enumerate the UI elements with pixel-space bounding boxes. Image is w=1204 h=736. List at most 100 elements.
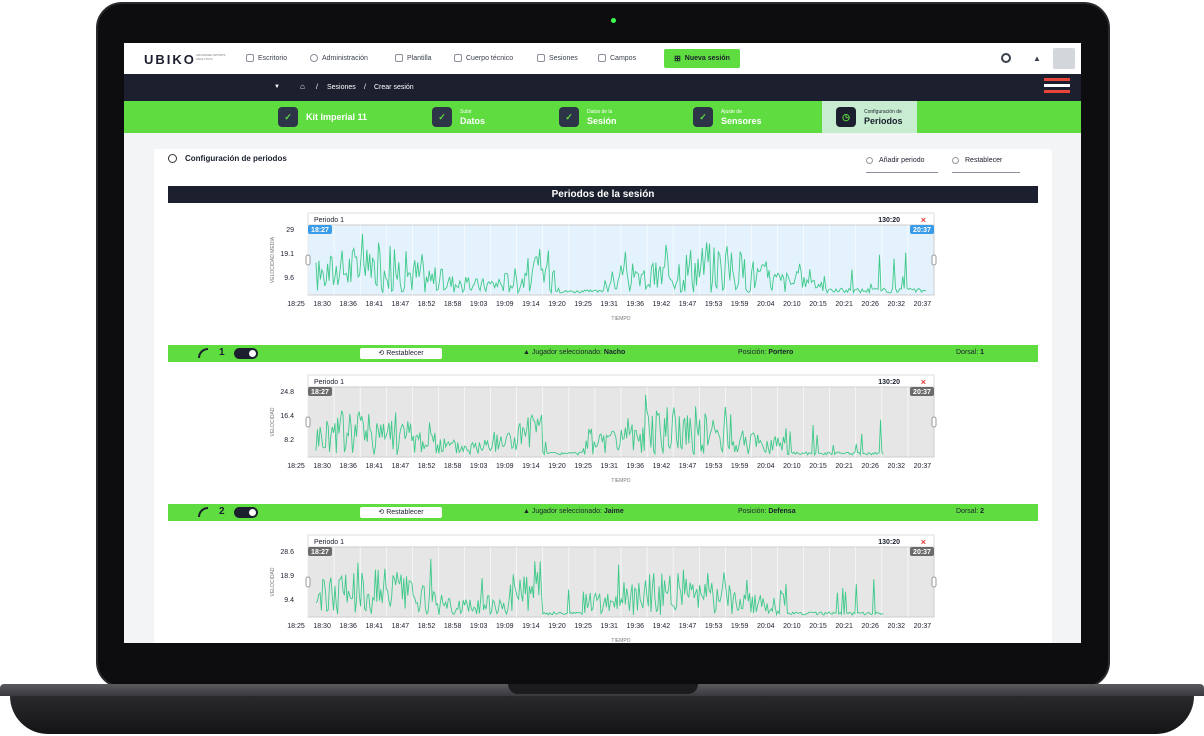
chart-player-1: Periodo 1 130:20 × 24.8 16.4 8.2 VELOCIDAD 18:2… — [168, 369, 1038, 497]
x-tick-label: 19:47 — [679, 301, 697, 308]
avatar[interactable] — [1053, 48, 1075, 69]
start-marker-label: 18:27 — [311, 549, 329, 556]
step-sesion[interactable]: ✓ Datos de la Sesión — [559, 105, 617, 129]
check-icon: ✓ — [693, 107, 713, 127]
dorsal-value: 1 — [980, 349, 985, 356]
add-period-button[interactable]: Añadir periodo — [866, 149, 938, 173]
player-toggle[interactable] — [234, 507, 258, 518]
player-reset-button[interactable]: ⟲ Restablecer — [360, 507, 442, 518]
y-tick-label: 8.2 — [284, 437, 294, 444]
close-icon: × — [921, 537, 926, 547]
x-tick-label: 18:30 — [313, 623, 331, 630]
dorsal-value: 2 — [980, 508, 985, 515]
x-tick-label: 19:14 — [522, 463, 540, 470]
step-datos[interactable]: ✓ Subir Datos — [432, 105, 485, 129]
x-tick-label: 20:26 — [861, 463, 879, 470]
selected-player-label: Jugador seleccionado: — [531, 508, 602, 515]
step-sensores[interactable]: ✓ Ajuste de Sensores — [693, 105, 762, 129]
nav-administracion[interactable]: Administración — [310, 54, 368, 62]
x-tick-label: 20:32 — [888, 301, 906, 308]
player-reset-button[interactable]: ⟲ Restablecer — [360, 348, 442, 359]
plus-icon: ⊞ — [674, 54, 681, 63]
new-session-button[interactable]: ⊞ Nueva sesión — [664, 49, 740, 68]
nav-sesiones[interactable]: Sesiones — [537, 54, 578, 62]
chevron-down-icon[interactable]: ▼ — [274, 84, 280, 90]
logo[interactable]: UBIKO — [144, 52, 196, 67]
x-tick-label: 20:15 — [809, 463, 827, 470]
plus-circle-icon — [866, 157, 873, 164]
dorsal-label: Dorsal: — [956, 349, 979, 356]
app-screen: UBIKO ADVANCED SPORTS ANALYTICS Escritor… — [124, 43, 1081, 643]
x-tick-label: 20:04 — [757, 623, 775, 630]
timer-icon — [168, 154, 177, 163]
reset-all-button[interactable]: Restablecer — [952, 149, 1020, 173]
nav-plantilla[interactable]: Plantilla — [395, 54, 432, 62]
step-label: Periodos — [864, 116, 903, 126]
camera-dot — [611, 18, 616, 23]
player-bar-2: 2 ⟲ Restablecer ▲ Jugador seleccionado: … — [168, 504, 1038, 521]
end-marker-label: 20:37 — [913, 549, 931, 556]
x-tick-label: 19:42 — [653, 301, 671, 308]
language-flag-icon[interactable] — [1044, 78, 1070, 97]
x-tick-label: 19:25 — [574, 623, 592, 630]
x-tick-label: 18:25 — [287, 463, 305, 470]
chart-svg: Periodo 1 130:20 × 24.8 16.4 8.2 VELOCIDAD 18:2… — [270, 374, 937, 484]
top-nav: UBIKO ADVANCED SPORTS ANALYTICS Escritor… — [124, 43, 1081, 74]
breadcrumb: ▼ ⌂ / Sesiones / Crear sesión — [124, 74, 1081, 101]
field-icon — [598, 54, 606, 62]
x-tick-label: 19:20 — [548, 301, 566, 308]
x-tick-label: 18:30 — [313, 463, 331, 470]
check-icon: ✓ — [559, 107, 579, 127]
nav-cuerpo-tecnico[interactable]: Cuerpo técnico — [454, 54, 513, 62]
step-periodos[interactable]: ◷ Configuración de Periodos — [822, 101, 917, 133]
wizard-steps: ✓ Kit Imperial 11 ✓ Subir Datos ✓ Datos d… — [124, 101, 1081, 133]
x-tick-label: 19:31 — [600, 463, 618, 470]
x-tick-label: 18:47 — [392, 301, 410, 308]
x-tick-label: 18:47 — [392, 463, 410, 470]
player-number: 1 — [219, 347, 225, 358]
x-tick-label: 19:20 — [548, 463, 566, 470]
player-toggle[interactable] — [234, 348, 258, 359]
calendar-icon — [537, 54, 545, 62]
x-tick-label: 18:30 — [313, 301, 331, 308]
close-icon: × — [921, 215, 926, 225]
step-label: Sensores — [721, 116, 762, 126]
bell-icon[interactable]: ▲ — [1033, 54, 1041, 63]
activity-series-line — [315, 558, 884, 617]
breadcrumb-sesiones[interactable]: Sesiones — [327, 84, 356, 91]
start-drag-handle — [305, 576, 311, 588]
chart-title: Periodo 1 — [314, 217, 344, 224]
x-tick-label: 18:25 — [287, 623, 305, 630]
x-tick-label: 19:53 — [705, 301, 723, 308]
x-tick-label: 19:36 — [627, 623, 645, 630]
users-icon — [395, 54, 403, 62]
x-tick-label: 18:36 — [339, 623, 357, 630]
chart-player-2: Periodo 1 130:20 × 28.6 18.9 9.4 VELOCIDAD 18:2… — [168, 529, 1038, 643]
step-sub: Ajuste de — [721, 109, 742, 115]
nav-label: Sesiones — [549, 54, 578, 62]
end-marker — [910, 225, 934, 234]
x-tick-label: 20:21 — [835, 301, 853, 308]
nav-escritorio[interactable]: Escritorio — [246, 54, 287, 62]
x-tick-label: 20:32 — [888, 623, 906, 630]
add-period-label: Añadir periodo — [879, 157, 925, 164]
reset-label: Restablecer — [386, 509, 424, 516]
breadcrumb-sep: / — [316, 84, 318, 91]
check-icon: ✓ — [278, 107, 298, 127]
x-tick-label: 19:59 — [731, 623, 749, 630]
selected-player-label: Jugador seleccionado: — [531, 349, 602, 356]
x-axis-label: TIEMPO — [611, 638, 630, 643]
nav-campos[interactable]: Campos — [598, 54, 636, 62]
player-dorsal: Dorsal: 1 — [956, 349, 984, 356]
breadcrumb-crear-sesion: Crear sesión — [374, 84, 414, 91]
nav-label: Campos — [610, 54, 637, 62]
step-kit[interactable]: ✓ Kit Imperial 11 — [278, 105, 367, 129]
settings-icon[interactable] — [1001, 53, 1011, 63]
end-marker-label: 20:37 — [913, 227, 931, 234]
section-title: Periodos de la sesión — [168, 186, 1038, 203]
x-tick-label: 20:21 — [835, 463, 853, 470]
close-icon: × — [921, 377, 926, 387]
y-tick-label: 9.6 — [284, 275, 294, 282]
home-icon[interactable]: ⌂ — [300, 82, 305, 91]
y-tick-label: 19.1 — [280, 251, 294, 258]
